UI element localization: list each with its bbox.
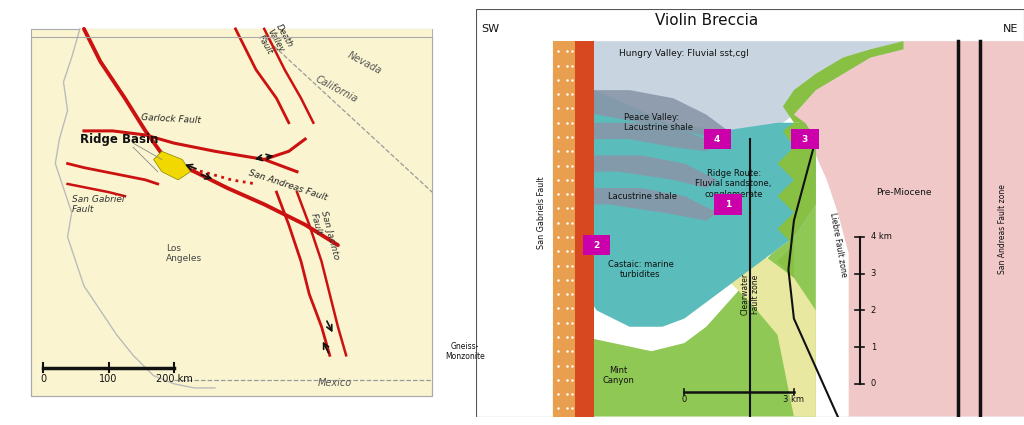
Text: Ridge Route:
Fluvial sandstone,
conglomerate: Ridge Route: Fluvial sandstone, conglome… bbox=[695, 169, 772, 199]
Polygon shape bbox=[783, 41, 903, 123]
Polygon shape bbox=[553, 196, 816, 416]
Text: Los
Angeles: Los Angeles bbox=[166, 244, 202, 264]
Text: Gneiss-
Monzonite: Gneiss- Monzonite bbox=[445, 342, 485, 361]
Polygon shape bbox=[154, 151, 190, 180]
Text: 2: 2 bbox=[594, 241, 600, 249]
Text: San Jacinto
Fault: San Jacinto Fault bbox=[309, 210, 341, 264]
Bar bbox=[31, 37, 432, 396]
Text: Castaic: marine
turbidites: Castaic: marine turbidites bbox=[607, 260, 674, 279]
Polygon shape bbox=[553, 41, 903, 139]
Text: 4: 4 bbox=[714, 135, 721, 144]
Text: 1: 1 bbox=[870, 343, 876, 351]
Text: 0: 0 bbox=[40, 374, 46, 384]
Text: Mint
Canyon: Mint Canyon bbox=[603, 366, 635, 385]
Bar bbox=[715, 194, 741, 215]
Polygon shape bbox=[564, 156, 717, 188]
Bar bbox=[703, 129, 731, 149]
Text: 100: 100 bbox=[99, 374, 118, 384]
Bar bbox=[574, 41, 594, 416]
Bar bbox=[583, 235, 610, 255]
Text: Garlock Fault: Garlock Fault bbox=[141, 113, 202, 125]
Text: 3: 3 bbox=[870, 269, 876, 278]
Polygon shape bbox=[564, 90, 728, 139]
Text: SW: SW bbox=[481, 24, 500, 34]
Text: 0: 0 bbox=[682, 395, 687, 404]
Text: Lacustrine shale: Lacustrine shale bbox=[607, 192, 677, 201]
Text: Mexico: Mexico bbox=[317, 378, 351, 388]
Text: 3 km: 3 km bbox=[783, 395, 805, 404]
Text: San Gabriels Fault: San Gabriels Fault bbox=[538, 176, 547, 249]
Text: San Andreas Fault: San Andreas Fault bbox=[248, 168, 329, 202]
Text: 2: 2 bbox=[870, 306, 876, 315]
Bar bbox=[553, 41, 574, 416]
Text: 3: 3 bbox=[802, 135, 808, 144]
Text: Peace Valley:
Lacustrine shale: Peace Valley: Lacustrine shale bbox=[624, 113, 693, 133]
Polygon shape bbox=[564, 188, 717, 221]
Text: Clearwater
Fault zone: Clearwater Fault zone bbox=[740, 273, 760, 315]
Text: Nevada: Nevada bbox=[346, 49, 384, 76]
Polygon shape bbox=[55, 29, 432, 388]
Polygon shape bbox=[564, 123, 717, 151]
Text: San Andreas Fault zone: San Andreas Fault zone bbox=[997, 184, 1007, 274]
Text: Hungry Valley: Fluvial sst,cgl: Hungry Valley: Fluvial sst,cgl bbox=[620, 49, 750, 58]
Text: San Gabriel
Fault: San Gabriel Fault bbox=[72, 195, 124, 215]
Bar bbox=[792, 129, 818, 149]
Text: 1: 1 bbox=[725, 200, 731, 209]
Text: 200 km: 200 km bbox=[156, 374, 193, 384]
Text: Violin Breccia: Violin Breccia bbox=[654, 13, 758, 28]
Polygon shape bbox=[553, 204, 816, 416]
Text: Liebre Fault zone: Liebre Fault zone bbox=[827, 212, 848, 278]
Text: Pre-Miocene: Pre-Miocene bbox=[876, 187, 931, 197]
Text: NE: NE bbox=[1004, 24, 1019, 34]
Text: Ridge Basin: Ridge Basin bbox=[80, 133, 159, 146]
Bar bbox=[31, 29, 432, 396]
Text: California: California bbox=[313, 74, 359, 105]
Polygon shape bbox=[794, 41, 1024, 416]
Text: 0: 0 bbox=[870, 380, 876, 388]
Polygon shape bbox=[553, 74, 816, 327]
Text: 4 km: 4 km bbox=[870, 232, 892, 241]
Text: Death
Valley
Fault: Death Valley Fault bbox=[256, 23, 295, 60]
Polygon shape bbox=[777, 123, 816, 278]
